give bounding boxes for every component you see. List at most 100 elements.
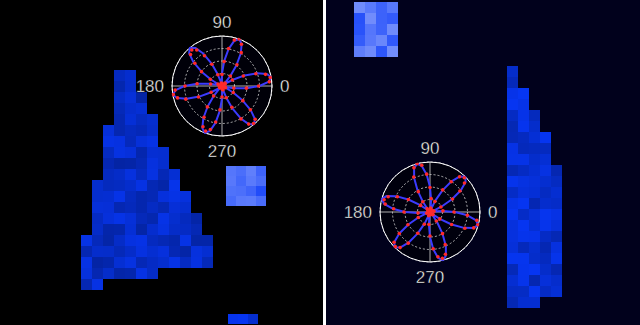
micrograph-pixel (147, 169, 158, 180)
data-point (224, 86, 228, 90)
micrograph-pixel (169, 191, 180, 202)
micrograph-pixel (81, 246, 92, 257)
micrograph-pixel (507, 88, 518, 99)
micrograph-pixel (103, 169, 114, 180)
plot-area (172, 36, 272, 136)
data-point (231, 78, 235, 82)
data-point (239, 117, 243, 121)
data-point (239, 51, 243, 55)
micrograph-pixel (125, 147, 136, 158)
micrograph-pixel (158, 191, 169, 202)
divider (323, 0, 326, 325)
micrograph-pixel (147, 202, 158, 213)
micrograph-pixel (551, 198, 562, 209)
micrograph-pixel (518, 242, 529, 253)
data-point (416, 216, 420, 220)
micrograph-pixel (147, 257, 158, 268)
micrograph-pixel (169, 246, 180, 257)
data-point (392, 207, 396, 211)
micrograph-pixel (147, 180, 158, 191)
data-point (173, 88, 177, 92)
micrograph-pixel (180, 246, 191, 257)
micrograph-pixel (354, 46, 365, 57)
micrograph-pixel (387, 13, 398, 24)
data-point (195, 48, 199, 52)
data-point (241, 99, 245, 103)
data-point (222, 60, 226, 64)
micrograph-pixel (540, 253, 551, 264)
micrograph-pixel (191, 224, 202, 235)
micrograph-pixel (365, 13, 376, 24)
micrograph-pixel (136, 125, 147, 136)
data-point (386, 195, 390, 199)
micrograph-pixel (191, 213, 202, 224)
micrograph-pixel (354, 2, 365, 13)
data-point (422, 222, 426, 226)
data-point (382, 198, 386, 202)
micrograph-pixel (103, 235, 114, 246)
data-point (257, 84, 261, 88)
data-point (444, 252, 448, 256)
micrograph (226, 166, 266, 206)
data-point (443, 243, 447, 247)
data-point (439, 205, 443, 209)
data-point (247, 122, 251, 126)
data-point (407, 198, 411, 202)
data-point (452, 210, 456, 214)
micrograph-pixel (103, 180, 114, 191)
micrograph-pixel (114, 202, 125, 213)
data-point (249, 108, 253, 112)
micrograph-pixel (529, 165, 540, 176)
micrograph-pixel (238, 314, 248, 324)
micrograph-pixel (103, 213, 114, 224)
micrograph-pixel (191, 246, 202, 257)
micrograph-pixel (518, 209, 529, 220)
micrograph-pixel (103, 147, 114, 158)
micrograph-pixel (529, 143, 540, 154)
micrograph-pixel (354, 35, 365, 46)
data-point (171, 93, 175, 97)
micrograph-pixel (540, 143, 551, 154)
data-point (232, 38, 236, 42)
data-point (268, 76, 272, 80)
micrograph-pixel (507, 242, 518, 253)
micrograph-pixel (147, 235, 158, 246)
micrograph-pixel (180, 202, 191, 213)
plot-area (380, 162, 480, 262)
micrograph-pixel (540, 275, 551, 286)
micrograph-pixel (125, 202, 136, 213)
micrograph-pixel (158, 246, 169, 257)
micrograph-pixel (507, 66, 518, 77)
micrograph-pixel (147, 147, 158, 158)
micrograph-pixel (226, 176, 236, 186)
micrograph-pixel (518, 253, 529, 264)
micrograph-pixel (248, 314, 258, 324)
micrograph-pixel (158, 202, 169, 213)
micrograph-pixel (236, 196, 246, 206)
data-point (383, 202, 387, 206)
data-point (394, 245, 398, 249)
micrograph-pixel (103, 191, 114, 202)
micrograph-pixel (136, 224, 147, 235)
micrograph-pixel (518, 231, 529, 242)
micrograph-pixel (236, 186, 246, 196)
micrograph-pixel (114, 246, 125, 257)
fit-line (173, 39, 271, 133)
micrograph-pixel (147, 136, 158, 147)
data-point (429, 197, 433, 201)
micrograph-pixel (540, 154, 551, 165)
angle-tick-label: 0 (488, 203, 497, 222)
micrograph-pixel (540, 242, 551, 253)
data-point (241, 74, 245, 78)
micrograph-pixel (125, 114, 136, 125)
micrograph-pixel (169, 235, 180, 246)
micrograph-pixel (365, 24, 376, 35)
micrograph-pixel (551, 165, 562, 176)
micrograph-pixel (540, 209, 551, 220)
micrograph-pixel (507, 143, 518, 154)
data-point (428, 234, 432, 238)
micrograph-pixel (529, 154, 540, 165)
micrograph-pixel (529, 264, 540, 275)
micrograph-pixel (365, 35, 376, 46)
micrograph-pixel (136, 202, 147, 213)
